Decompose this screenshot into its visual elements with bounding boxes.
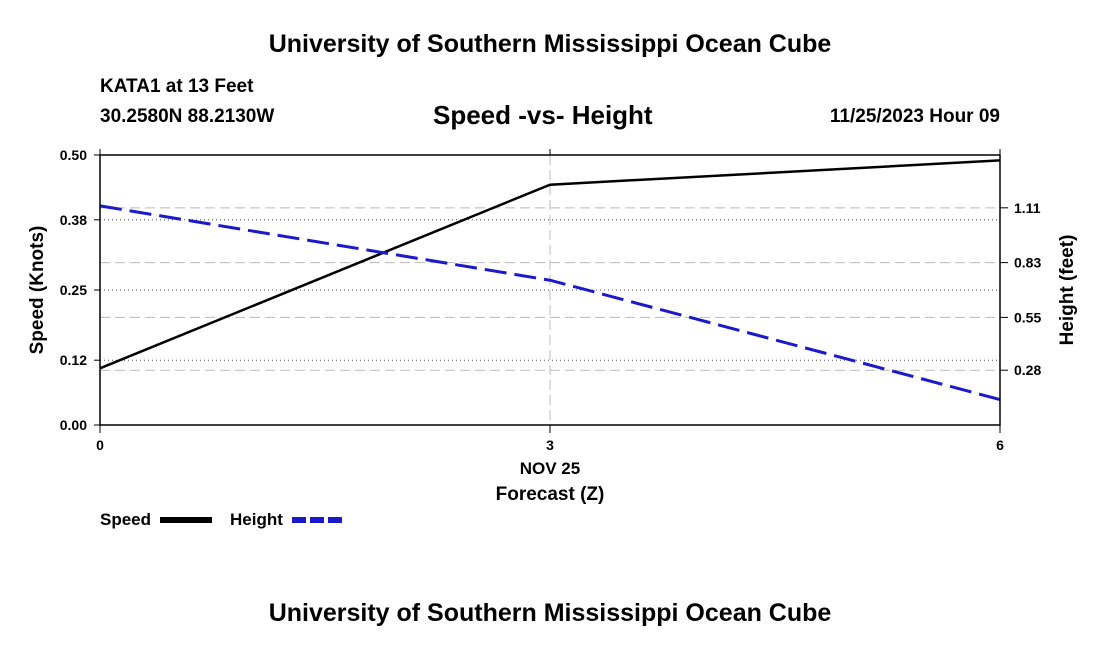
y-tick-label: 0.12 [60,352,87,368]
x-axis-label: Forecast (Z) [496,484,605,505]
series-line-height [99,204,1001,402]
chart-subtitle: Speed -vs- Height [433,100,653,130]
y2-tick-label: 0.55 [1014,309,1041,325]
coordinates-label: 30.2580N 88.2130W [100,106,275,127]
y2-tick-label: 1.11 [1014,200,1041,216]
y-tick-label: 0.50 [60,147,87,163]
grid [100,154,1000,426]
x-axis-sublabel: NOV 25 [520,459,580,478]
y-axis-label: Speed (Knots) [27,226,48,355]
y-tick-label: 0.38 [60,212,87,228]
y2-axis-label: Height (feet) [1057,235,1078,346]
datetime-label: 11/25/2023 Hour 09 [829,106,1000,127]
y2-tick-label: 0.28 [1014,362,1041,378]
page-title: University of Southern Mississippi Ocean… [268,30,832,58]
y-tick-label: 0.25 [60,282,87,298]
series-line-speed [99,159,1001,370]
legend-height-label: Height [230,510,283,529]
footer-title: University of Southern Mississippi Ocean… [268,599,832,627]
tick-labels: 0.00 0.12 0.25 0.38 0.50 0.28 0.55 0.83 1.11 0 3 6 [60,147,1042,453]
station-label: KATA1 at 13 Feet [100,76,254,97]
y2-tick-label: 0.83 [1014,255,1041,271]
x-tick-label: 6 [996,437,1004,453]
y-tick-label: 0.00 [60,417,87,433]
x-tick-label: 0 [96,437,104,453]
legend-speed-label: Speed [100,510,151,529]
x-tick-label: 3 [546,437,554,453]
series-group [99,159,1001,402]
